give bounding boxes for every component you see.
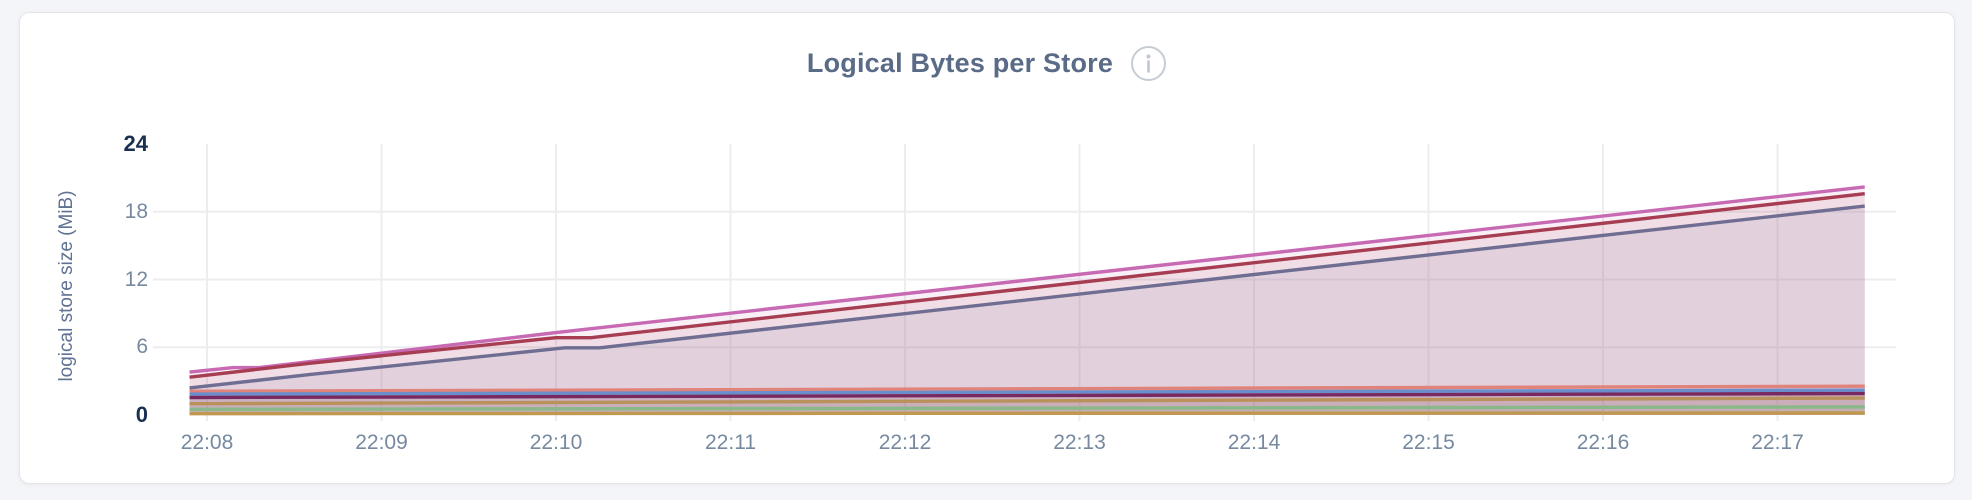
y-tick-label: 18 xyxy=(124,199,148,223)
series-line-series-4 xyxy=(189,384,1865,393)
chart-card: Logical Bytes per Store logical store si… xyxy=(19,12,1955,484)
y-tick-label: 6 xyxy=(136,335,148,359)
x-tick-label: 22:15 xyxy=(1402,431,1455,454)
info-circle-icon[interactable] xyxy=(1130,45,1167,82)
series-line-series-9 xyxy=(189,411,1865,416)
series-line-series-8 xyxy=(189,405,1865,412)
x-tick-label: 22:10 xyxy=(529,431,583,454)
series-line-series-3 xyxy=(189,204,1865,390)
x-tick-label: 22:12 xyxy=(878,431,932,454)
x-tick-label: 22:17 xyxy=(1751,431,1804,454)
series-area-series-3 xyxy=(189,206,1865,415)
x-tick-label: 22:13 xyxy=(1053,431,1106,454)
chart-header: Logical Bytes per Store xyxy=(20,43,1954,83)
series-line-series-6 xyxy=(189,391,1865,400)
y-tick-label: 0 xyxy=(135,402,148,427)
series-line-series-2 xyxy=(189,191,1865,379)
x-axis: 22:08 22:09 22:10 22:11 22:12 22:13 22:14 22:15… xyxy=(20,13,1954,483)
y-axis: 0 6 12 18 24 xyxy=(20,13,148,483)
x-tick-label: 22:11 xyxy=(705,431,756,454)
series-area-series-2 xyxy=(189,193,1865,415)
x-tick-label: 22:08 xyxy=(180,431,234,454)
chart-title: Logical Bytes per Store xyxy=(806,47,1114,78)
x-tick-label: 22:09 xyxy=(355,431,408,454)
y-tick-label: 12 xyxy=(124,267,148,291)
x-tick-label: 22:14 xyxy=(1227,431,1281,454)
series-line-series-7 xyxy=(189,396,1865,406)
x-tick-label: 22:16 xyxy=(1576,431,1630,454)
chart-plot-area[interactable] xyxy=(20,13,1954,483)
y-tick-label: 24 xyxy=(123,131,148,156)
series-line-series-5 xyxy=(189,388,1865,396)
